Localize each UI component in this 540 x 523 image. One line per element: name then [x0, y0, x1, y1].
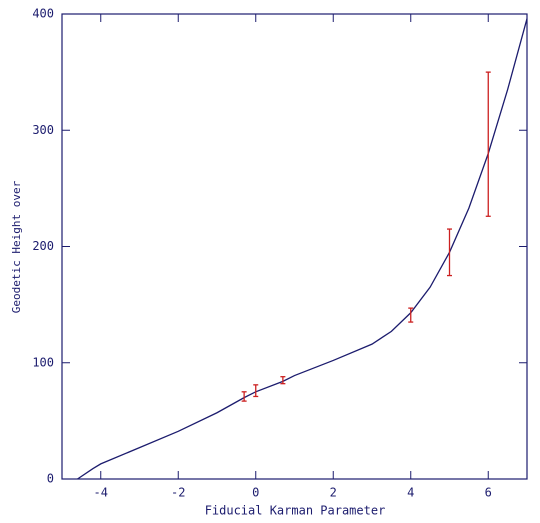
error-bar — [241, 391, 247, 402]
y-tick-label: 300 — [32, 123, 54, 137]
y-tick-label: 0 — [47, 472, 54, 486]
y-tick-label: 400 — [32, 7, 54, 21]
error-bar — [485, 71, 491, 217]
x-tick-label: 6 — [485, 486, 492, 500]
curve — [77, 18, 528, 480]
y-tick-label: 200 — [32, 239, 54, 253]
x-axis-label: Fiducial Karman Parameter — [205, 504, 386, 518]
y-axis-label: Geodetic Height over — [10, 180, 23, 313]
error-bar — [253, 384, 259, 398]
plot-frame — [61, 13, 528, 480]
x-tick-label: 4 — [407, 486, 414, 500]
error-bar — [447, 228, 452, 277]
error-bar — [280, 376, 286, 385]
x-tick-label: -4 — [94, 486, 108, 500]
x-tick-label: 0 — [252, 486, 259, 500]
x-tick-label: -2 — [171, 486, 185, 500]
x-tick-label: 2 — [330, 486, 337, 500]
error-bar — [408, 307, 414, 323]
y-tick-label: 100 — [32, 355, 54, 369]
